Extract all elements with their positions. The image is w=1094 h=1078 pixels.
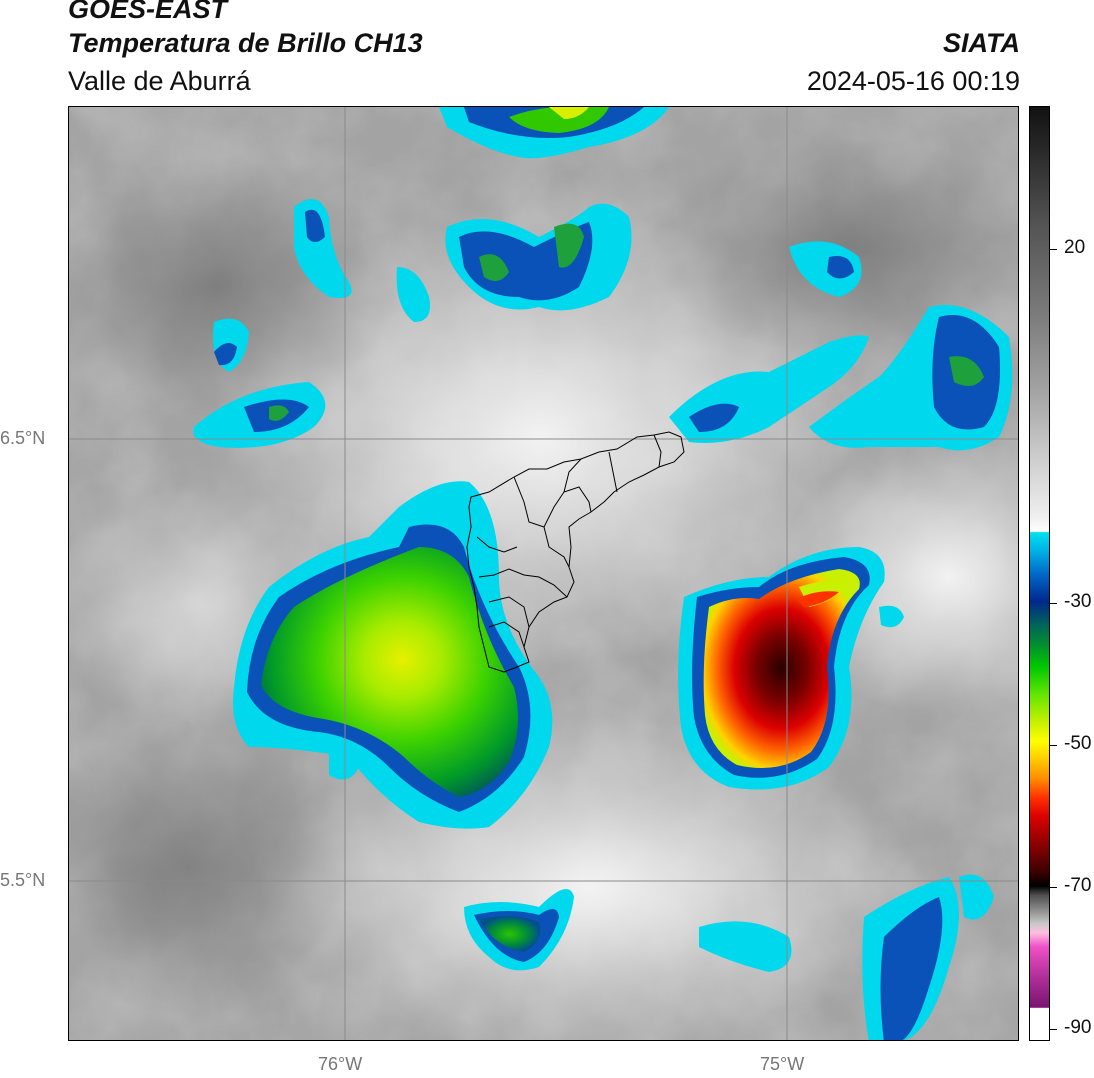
product-title: Temperatura de Brillo CH13 xyxy=(68,28,423,58)
colorbar-tick xyxy=(1050,745,1057,746)
colorbar-label-minus70: -70 xyxy=(1064,875,1092,896)
agency-label: SIATA xyxy=(943,28,1020,58)
valle-de-aburra-boundary xyxy=(466,431,685,673)
colorbar-label-minus90: -90 xyxy=(1064,1017,1092,1038)
satellite-map[interactable] xyxy=(68,106,1019,1041)
lon-label-75w: 75°W xyxy=(760,1054,805,1074)
timestamp-label: 2024-05-16 00:19 xyxy=(806,66,1020,96)
lat-label-6-5: 6.5°N xyxy=(0,428,46,448)
region-subtitle: Valle de Aburrá xyxy=(68,66,251,96)
temperature-colorbar xyxy=(1029,106,1050,1041)
colorbar-label-minus50: -50 xyxy=(1064,733,1092,754)
colorbar-tick xyxy=(1050,887,1057,888)
colorbar-tick xyxy=(1050,249,1057,250)
map-canvas xyxy=(69,107,1018,1040)
colorbar-label-20: 20 xyxy=(1064,237,1086,258)
colorbar-label-minus30: -30 xyxy=(1064,591,1092,612)
satellite-title: GOES-EAST xyxy=(68,0,228,24)
colorbar-tick xyxy=(1050,1029,1057,1030)
lat-label-5-5: 5.5°N xyxy=(0,870,46,890)
graticule xyxy=(69,107,1018,1040)
colorbar-tick xyxy=(1050,603,1057,604)
lon-label-76w: 76°W xyxy=(318,1054,363,1074)
